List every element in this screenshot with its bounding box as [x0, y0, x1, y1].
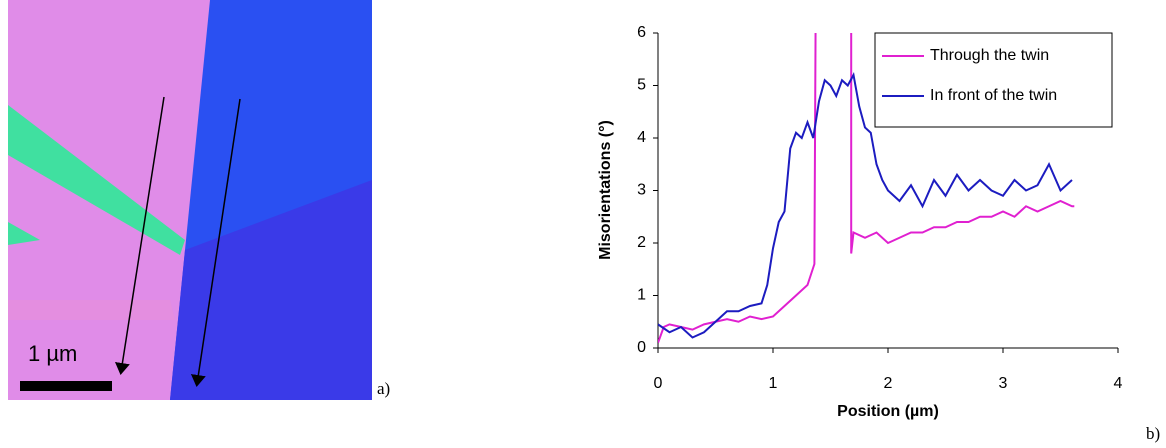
- y-tick-label: 4: [637, 129, 646, 146]
- x-axis-label: Position (µm): [837, 403, 939, 420]
- x-tick-label: 4: [1114, 375, 1123, 392]
- y-tick-label: 5: [637, 77, 646, 94]
- panel-label: a): [377, 379, 390, 398]
- x-tick-label: 2: [884, 375, 893, 392]
- y-tick-label: 1: [637, 287, 646, 304]
- y-tick-label: 0: [637, 339, 646, 356]
- line: [658, 33, 1075, 344]
- y-tick-label: 3: [637, 182, 646, 199]
- x-tick-label: 1: [769, 375, 778, 392]
- micrograph: 1 µm: [8, 0, 372, 400]
- legend-label: In front of the twin: [930, 87, 1057, 104]
- y-tick-label: 2: [637, 234, 646, 251]
- y-axis-label: Misorientations (°): [597, 120, 614, 260]
- line: [658, 72, 1073, 339]
- y-tick-label: 6: [637, 24, 646, 41]
- legend-label: Through the twin: [930, 47, 1049, 64]
- x-tick-label: 0: [654, 375, 663, 392]
- panel-label: b): [1146, 424, 1160, 443]
- legend: [874, 32, 1113, 128]
- scale-label: 1 µm: [28, 341, 77, 366]
- x-tick-label: 3: [999, 375, 1008, 392]
